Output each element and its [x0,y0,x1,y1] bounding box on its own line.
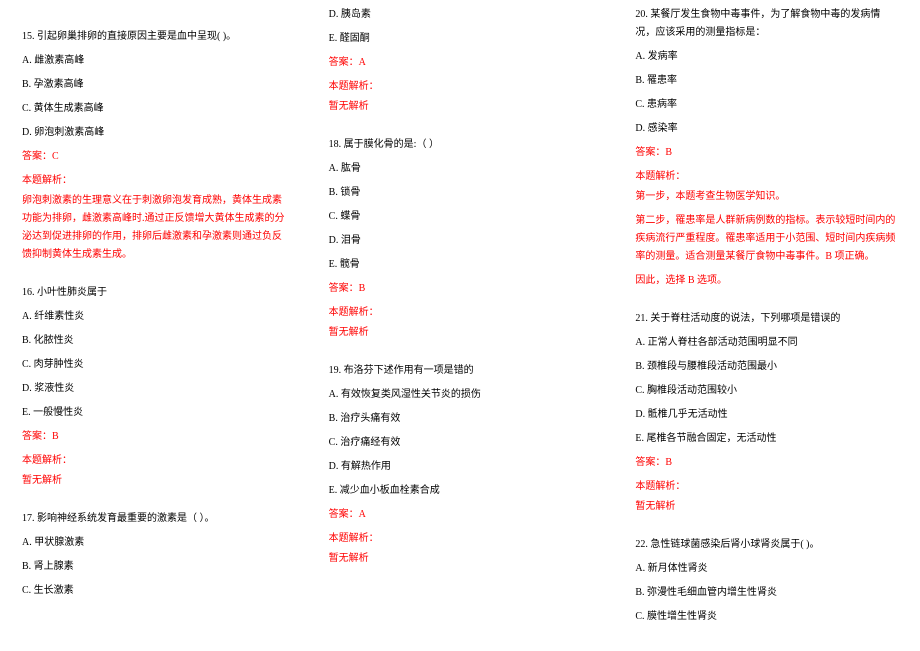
spacer [22,6,285,28]
question-option: E. 髋骨 [329,256,592,274]
question-option: E. 醛固酮 [329,30,592,48]
question-option: B. 孕激素高峰 [22,76,285,94]
answer-line: 答案：B [22,428,285,446]
analysis-body: 暂无解析 [329,98,592,116]
question-option: E. 减少血小板血栓素合成 [329,482,592,500]
question-option: A. 肱骨 [329,160,592,178]
question-option: C. 肉芽肿性炎 [22,356,285,374]
spacer [22,496,285,510]
question-option: D. 骶椎几乎无活动性 [635,406,898,424]
answer-line: 答案：A [329,54,592,72]
question-stem: 17. 影响神经系统发育最重要的激素是（ ）。 [22,510,285,528]
answer-line: 答案：B [329,280,592,298]
analysis-label: 本题解析： [329,78,592,96]
question-option: C. 膜性增生性肾炎 [635,608,898,626]
question-option: D. 胰岛素 [329,6,592,24]
spacer [329,122,592,136]
question-option: A. 正常人脊柱各部活动范围明显不同 [635,334,898,352]
spacer [22,270,285,284]
question-option: A. 发病率 [635,48,898,66]
question-option: B. 颈椎段与腰椎段活动范围最小 [635,358,898,376]
question-option: B. 弥漫性毛细血管内增生性肾炎 [635,584,898,602]
column-3: 20. 某餐厅发生食物中毒事件，为了解食物中毒的发病情况，应该采用的测量指标是：… [613,6,920,645]
question-stem: 19. 布洛芬下述作用有一项是错的 [329,362,592,380]
analysis-body: 第一步，本题考查生物医学知识。 [635,188,898,206]
question-stem: 16. 小叶性肺炎属于 [22,284,285,302]
analysis-label: 本题解析： [635,478,898,496]
analysis-body: 暂无解析 [635,498,898,516]
question-stem: 15. 引起卵巢排卵的直接原因主要是血中呈现( )。 [22,28,285,46]
question-option: A. 雌激素高峰 [22,52,285,70]
question-stem: 20. 某餐厅发生食物中毒事件，为了解食物中毒的发病情况，应该采用的测量指标是： [635,6,898,42]
answer-line: 答案：C [22,148,285,166]
answer-line: 答案：B [635,144,898,162]
analysis-label: 本题解析： [329,304,592,322]
column-1: 15. 引起卵巢排卵的直接原因主要是血中呈现( )。 A. 雌激素高峰 B. 孕激素… [0,6,307,645]
question-option: B. 治疗头痛有效 [329,410,592,428]
question-stem: 21. 关于脊柱活动度的说法，下列哪项是错误的 [635,310,898,328]
analysis-label: 本题解析： [22,172,285,190]
analysis-body: 暂无解析 [22,472,285,490]
question-option: D. 有解热作用 [329,458,592,476]
spacer [329,348,592,362]
answer-line: 答案：A [329,506,592,524]
question-option: D. 浆液性炎 [22,380,285,398]
question-option: C. 生长激素 [22,582,285,600]
question-option: B. 罹患率 [635,72,898,90]
question-stem: 18. 属于膜化骨的是:（ ） [329,136,592,154]
answer-line: 答案：B [635,454,898,472]
question-option: E. 一般慢性炎 [22,404,285,422]
question-option: C. 黄体生成素高峰 [22,100,285,118]
analysis-label: 本题解析： [22,452,285,470]
question-option: C. 患病率 [635,96,898,114]
spacer [635,296,898,310]
question-option: A. 纤维素性炎 [22,308,285,326]
question-option: A. 有效恢复类风湿性关节炎的损伤 [329,386,592,404]
question-option: E. 尾椎各节融合固定，无活动性 [635,430,898,448]
question-option: D. 卵泡刺激素高峰 [22,124,285,142]
analysis-body: 第二步，罹患率是人群新病例数的指标。表示较短时间内的疾病流行严重程度。罹患率适用… [635,212,898,266]
question-option: D. 感染率 [635,120,898,138]
question-option: B. 化脓性炎 [22,332,285,350]
question-option: C. 治疗痛经有效 [329,434,592,452]
exam-page: 15. 引起卵巢排卵的直接原因主要是血中呈现( )。 A. 雌激素高峰 B. 孕激素… [0,0,920,651]
analysis-label: 本题解析： [329,530,592,548]
question-option: B. 锁骨 [329,184,592,202]
column-2: D. 胰岛素 E. 醛固酮答案：A 本题解析： 暂无解析 18. 属于膜化骨的是:（ ）… [307,6,614,645]
question-stem: 22. 急性链球菌感染后肾小球肾炎属于( )。 [635,536,898,554]
question-option: C. 蝶骨 [329,208,592,226]
question-option: A. 甲状腺激素 [22,534,285,552]
question-option: C. 胸椎段活动范围较小 [635,382,898,400]
question-option: D. 泪骨 [329,232,592,250]
analysis-body: 暂无解析 [329,324,592,342]
analysis-label: 本题解析： [635,168,898,186]
analysis-body: 暂无解析 [329,550,592,568]
spacer [635,522,898,536]
question-option: B. 肾上腺素 [22,558,285,576]
analysis-body: 因此，选择 B 选项。 [635,272,898,290]
analysis-body: 卵泡刺激素的生理意义在于刺激卵泡发育成熟，黄体生成素功能为排卵，雌激素高峰时.通… [22,192,285,264]
question-option: A. 新月体性肾炎 [635,560,898,578]
